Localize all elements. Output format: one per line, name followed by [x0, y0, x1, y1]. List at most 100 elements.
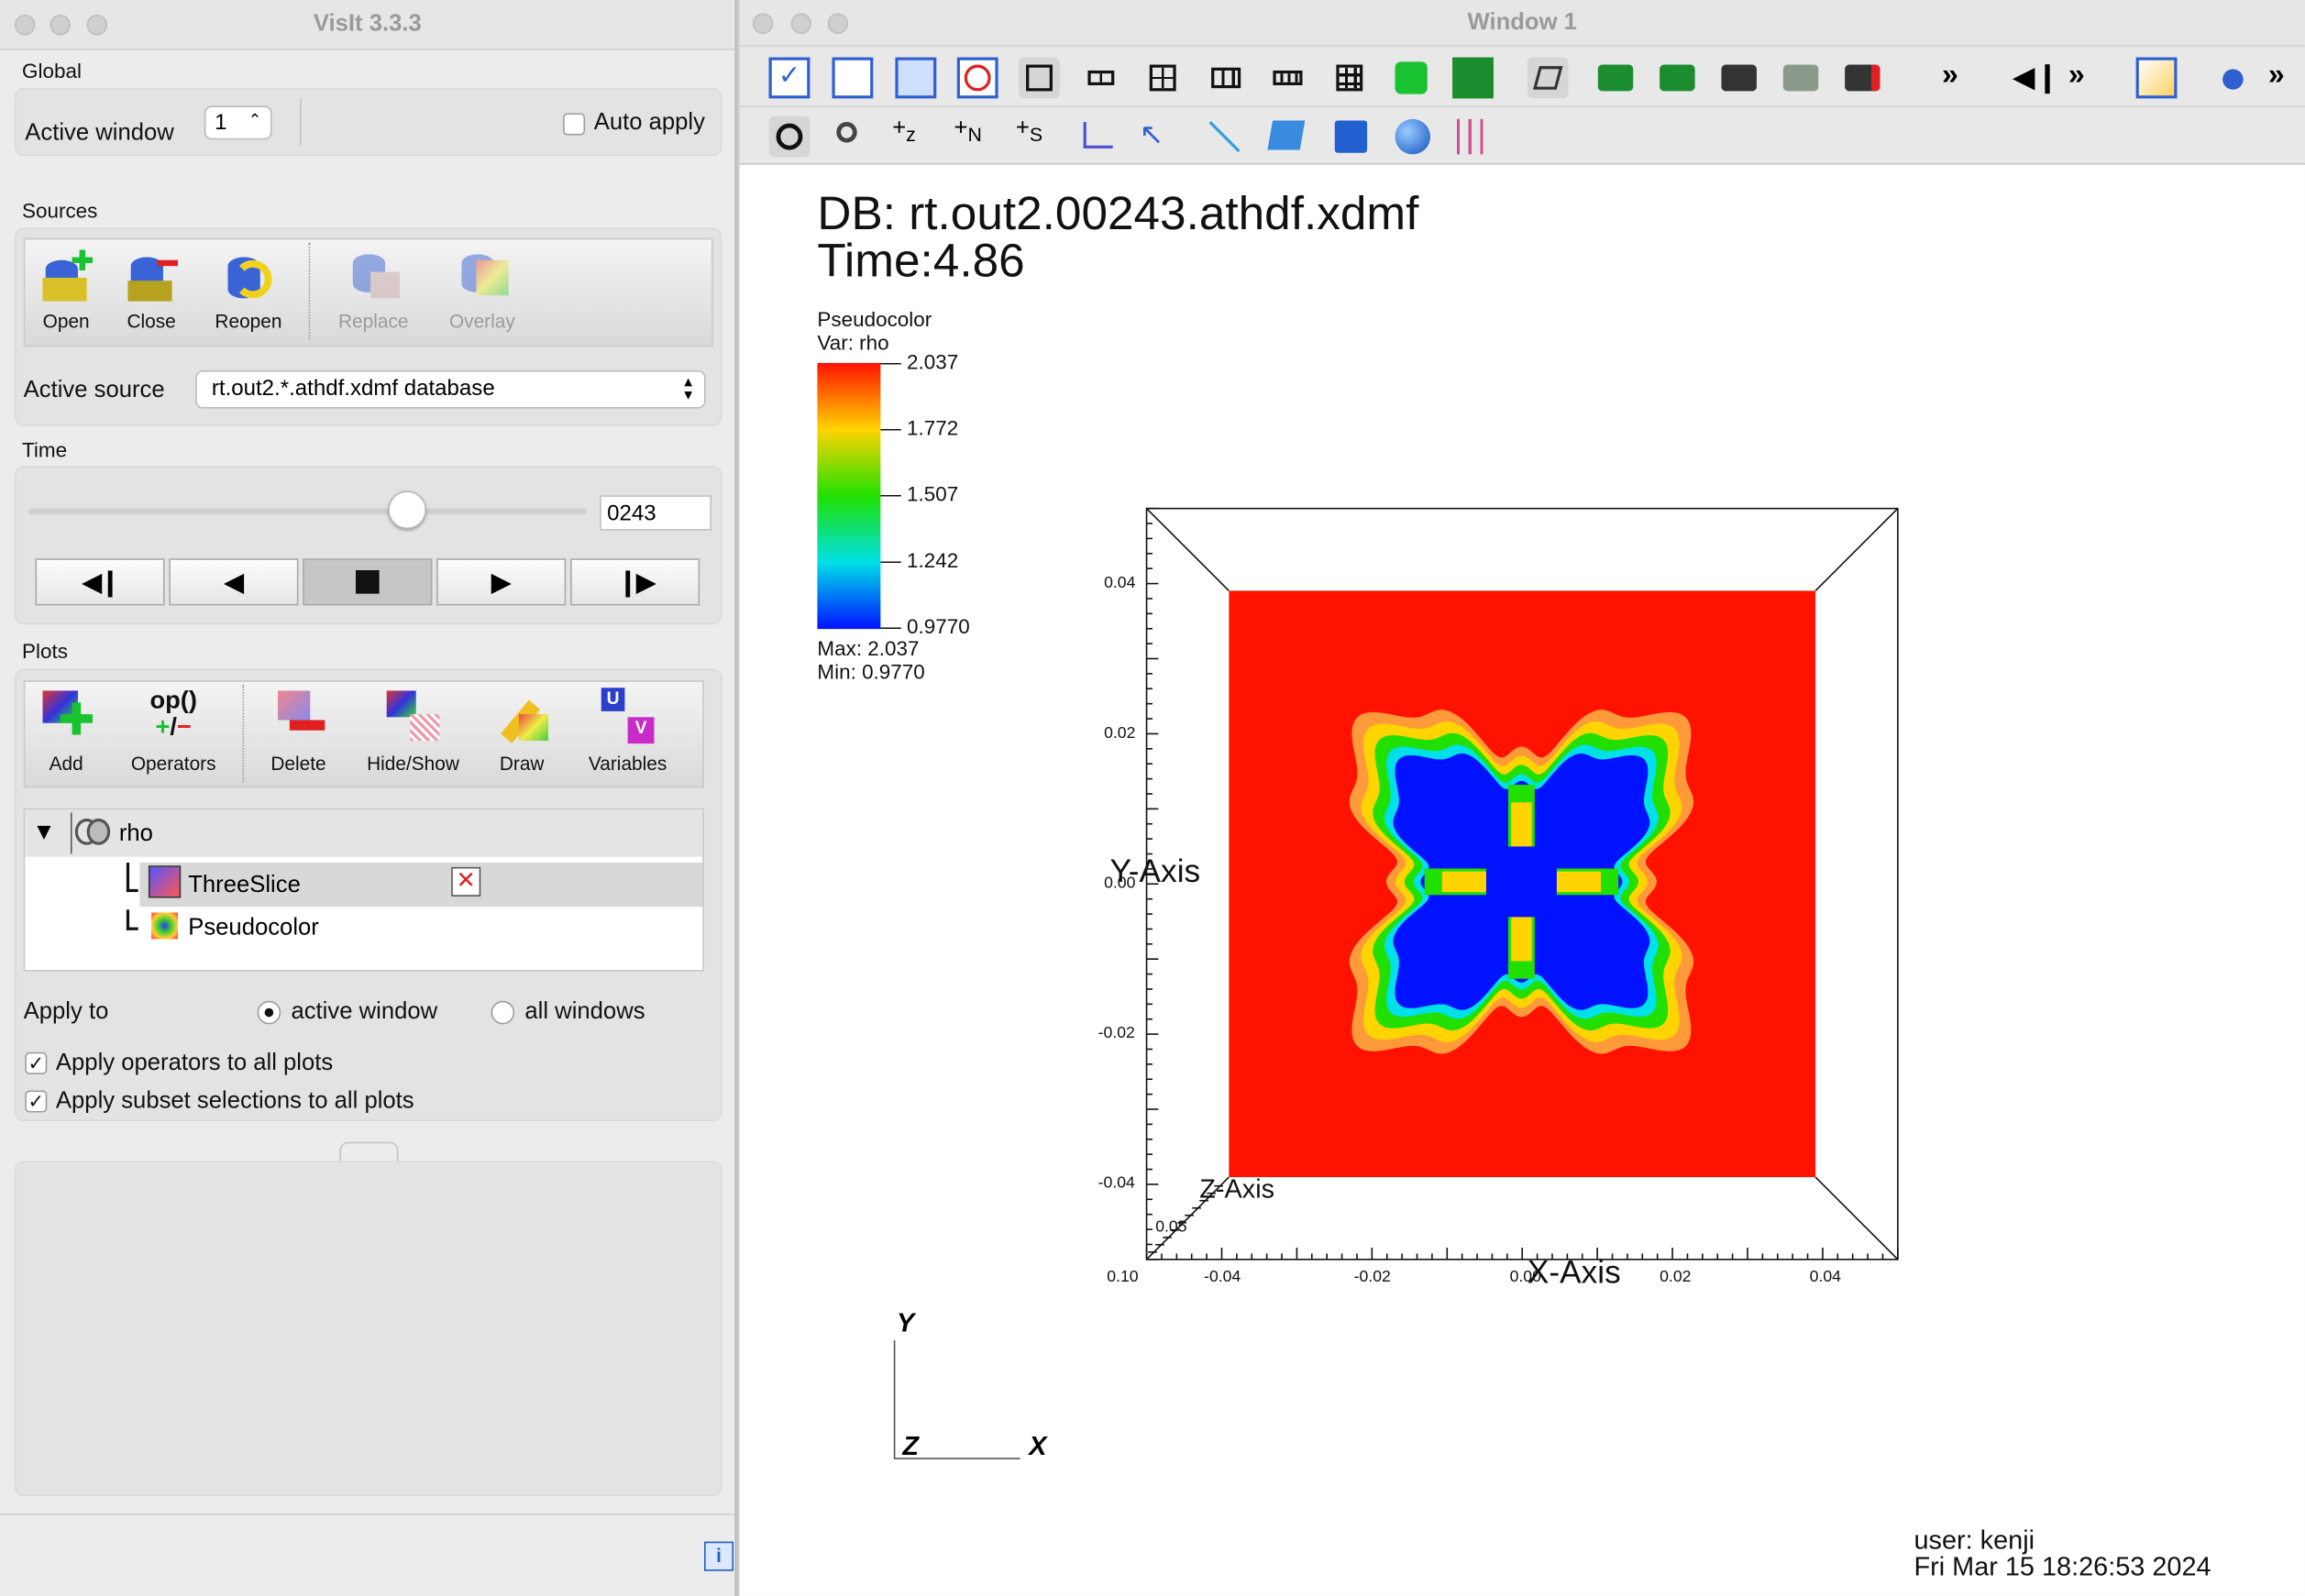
overflow-chevron-icon[interactable]: » [2068, 59, 2085, 92]
x-tick-label: 0.04 [1809, 1268, 1842, 1286]
triad-x-line [893, 1458, 1020, 1459]
pick-tool-icon[interactable]: ↖ [1139, 118, 1164, 152]
overflow-chevron-icon[interactable]: » [2267, 59, 2285, 92]
line-out-icon[interactable] [1077, 116, 1119, 158]
active-window-spinner[interactable]: 1 ⌃ [204, 105, 272, 140]
time-slider-thumb[interactable] [388, 490, 427, 530]
apply-operators-checkbox[interactable]: ✓ [25, 1051, 48, 1074]
close-label: Close [127, 310, 176, 333]
overflow-chevron-icon[interactable]: » [1941, 59, 1958, 92]
active-window-label: Active window [25, 120, 174, 146]
close-window-button[interactable] [15, 15, 36, 36]
pseudocolor-label: Pseudocolor [188, 915, 319, 941]
reopen-button[interactable]: Reopen [207, 239, 290, 332]
overlay-label: Overlay [448, 310, 515, 333]
add-plot-button[interactable]: Add [28, 682, 104, 775]
apply-to-label: Apply to [23, 999, 109, 1025]
camera-icon[interactable] [1718, 58, 1759, 99]
play-reverse-button[interactable]: ◀ [169, 558, 299, 606]
overlay-button[interactable]: Overlay [434, 239, 531, 332]
frame-input[interactable]: 0243 [600, 495, 711, 531]
density-structure [1349, 710, 1694, 1054]
lock-time-icon[interactable] [1452, 57, 1494, 99]
auto-apply-checkbox[interactable] [563, 113, 586, 136]
lock-view-icon[interactable] [1391, 58, 1432, 99]
stop-icon [355, 570, 380, 594]
operator-row-threeslice[interactable]: ThreeSlice ✕ [126, 863, 703, 908]
layout-1x2-icon[interactable] [1080, 58, 1121, 99]
clone-window-icon[interactable] [895, 57, 937, 99]
plot-visibility-icon[interactable] [74, 818, 111, 848]
legend-max: Max: 2.037 [817, 636, 920, 660]
x-axis-title: X-Axis [1527, 1253, 1621, 1291]
replace-database-icon [344, 246, 403, 304]
overlay-database-icon [453, 246, 512, 304]
triad-z-label: Z [902, 1431, 920, 1461]
delete-plot-button[interactable]: Delete [258, 682, 340, 775]
replace-button[interactable]: Replace [328, 239, 419, 332]
apply-all-windows-radio[interactable] [491, 1000, 515, 1025]
camera-clear-icon[interactable] [1842, 58, 1883, 99]
add-plot-icon [37, 688, 95, 746]
new-window-icon[interactable] [832, 57, 874, 99]
plot-row-pseudocolor[interactable]: Pseudocolor [126, 909, 702, 953]
stop-button[interactable] [303, 558, 433, 606]
animation-back-icon[interactable]: ◀❙ [2012, 61, 2060, 94]
wizard-icon[interactable] [2212, 58, 2254, 99]
layout-2x2-icon[interactable] [1142, 58, 1184, 99]
open-button[interactable]: Open [28, 239, 104, 332]
layout-2x3-icon[interactable] [1206, 58, 1247, 99]
hide-show-button[interactable]: Hide/Show [358, 682, 469, 775]
layout-2x4-icon[interactable] [1267, 58, 1308, 99]
delete-window-icon[interactable] [956, 57, 998, 99]
render-canvas[interactable] [739, 0, 2305, 1596]
time-slider-track[interactable] [28, 508, 587, 515]
close-button[interactable]: Close [113, 239, 189, 332]
expand-triangle-icon[interactable]: ▼ [32, 820, 56, 845]
annotation-icon[interactable] [2135, 57, 2178, 99]
camera-undo-icon[interactable] [1781, 58, 1822, 99]
apply-subset-label: Apply subset selections to all plots [55, 1088, 414, 1115]
step-forward-button[interactable]: ❙▶ [570, 558, 700, 606]
apply-window-icon[interactable]: ✓ [768, 57, 811, 99]
legend-tick-label: — 1.507 [880, 481, 959, 506]
apply-active-window-radio[interactable] [257, 1000, 281, 1025]
apply-subset-checkbox[interactable]: ✓ [25, 1090, 48, 1113]
camera-lock-icon[interactable] [1595, 58, 1637, 99]
info-icon[interactable]: i [703, 1541, 734, 1571]
sphere-tool-icon[interactable] [1392, 116, 1433, 158]
play-button[interactable]: ▶ [436, 558, 567, 606]
zoom-window-button[interactable] [86, 15, 108, 36]
remove-operator-icon[interactable]: ✕ [451, 866, 481, 897]
node-pick-icon[interactable]: +N [954, 116, 982, 147]
operators-button[interactable]: op() +/− Operators [116, 682, 231, 774]
open-database-icon [37, 246, 95, 304]
layout-3x3-icon[interactable] [1329, 58, 1370, 99]
legend-tick-label: — 1.772 [880, 415, 959, 440]
minimize-window-button[interactable] [50, 15, 71, 36]
navigate-mode-icon[interactable] [768, 116, 811, 158]
draw-button[interactable]: Draw [480, 682, 563, 775]
spreadsheet-pick-icon[interactable]: +S [1015, 116, 1043, 147]
draw-label: Draw [499, 752, 545, 775]
apply-all-windows-label: all windows [524, 999, 645, 1025]
minimize-window-button[interactable] [790, 13, 812, 34]
variables-icon: U V [599, 688, 657, 746]
3d-view-icon[interactable] [1527, 57, 1569, 99]
axis-restriction-icon[interactable] [1454, 116, 1495, 158]
active-source-dropdown[interactable]: rt.out2.*.athdf.xdmf database ▴ ▾ [195, 369, 706, 409]
global-section-label: Global [22, 59, 82, 83]
layout-1x1-icon[interactable] [1019, 57, 1060, 99]
box-tool-icon[interactable] [1330, 116, 1372, 158]
close-window-button[interactable] [752, 13, 774, 34]
y-tick-label: -0.04 [1097, 1173, 1135, 1193]
camera-save-icon[interactable] [1657, 58, 1698, 99]
zoom-window-button[interactable] [827, 13, 849, 34]
legend-colorbar [817, 362, 881, 630]
step-back-button[interactable]: ◀❙ [35, 558, 165, 606]
triad-x-label: X [1029, 1431, 1047, 1461]
zone-pick-icon[interactable]: +z [892, 116, 916, 147]
variables-button[interactable]: U V Variables [575, 682, 680, 775]
zoom-mode-icon[interactable] [831, 116, 872, 158]
plot-row-rho[interactable]: ▼ rho [25, 809, 703, 857]
